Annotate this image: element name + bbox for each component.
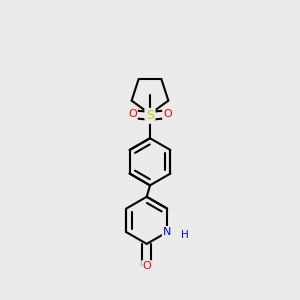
Text: N: N	[163, 227, 171, 237]
Text: O: O	[128, 109, 137, 119]
Text: O: O	[163, 109, 172, 119]
Text: S: S	[146, 109, 154, 122]
Text: N: N	[146, 109, 154, 119]
Text: O: O	[142, 261, 151, 271]
Text: H: H	[181, 230, 189, 240]
Text: S: S	[146, 109, 154, 122]
